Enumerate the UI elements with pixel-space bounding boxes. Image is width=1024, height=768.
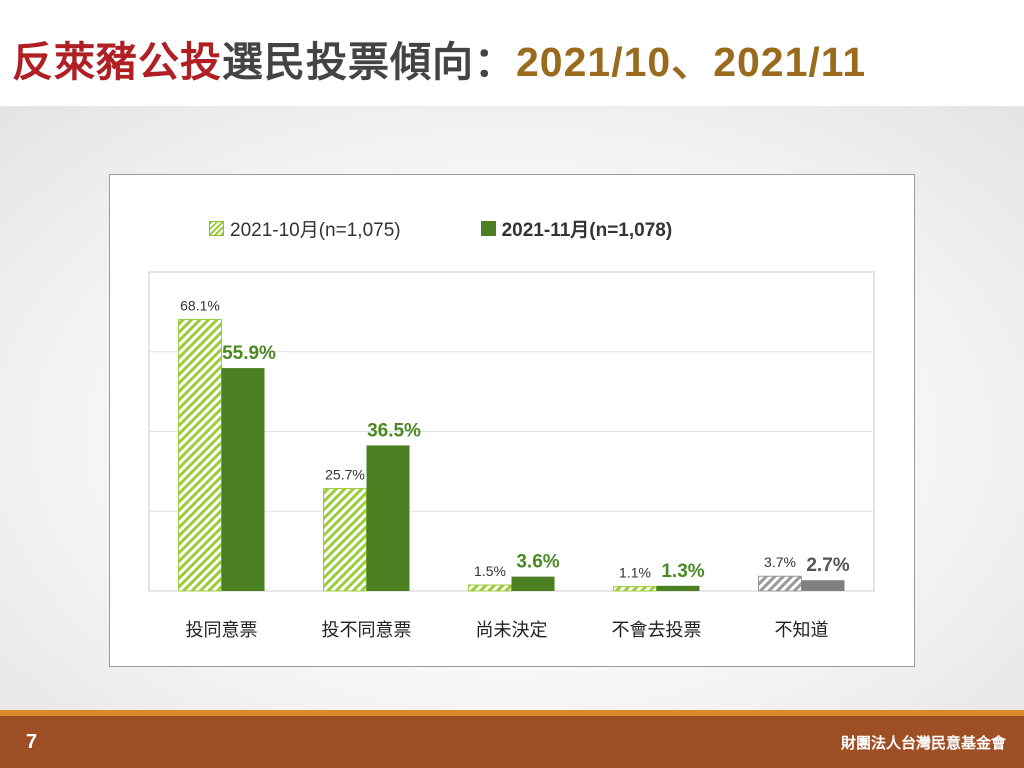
category-labels: 投同意票 投不同意票 尚未決定 不會去投票 不知道 [186,620,829,641]
bar-oct-2 [468,584,512,592]
slide-title: 反萊豬公投選民投票傾向：2021/10、2021/11 [12,28,866,92]
legend-label-nov: 2021-11月(n=1,078) [501,219,673,241]
bar-nov-1 [366,445,410,591]
legend-label-oct: 2021-10月(n=1,075) [230,219,401,241]
value-label-nov-2: 3.6% [516,552,559,573]
category-label-2: 尚未決定 [476,620,548,641]
bars [178,318,845,592]
footer-stripe [0,710,1024,716]
category-label-4: 不知道 [775,620,829,641]
legend-swatch-oct [209,220,224,236]
value-labels: 68.1% 55.9% 25.7% 36.5% 1.5% 3.6% 1.1% 1.3% 3.7%… [180,297,850,581]
value-label-oct-2: 1.5% [474,563,506,579]
value-label-nov-0: 55.9% [222,343,276,364]
value-label-oct-0: 68.1% [180,297,220,313]
bar-oct-3 [613,586,657,592]
category-label-1: 投不同意票 [322,620,412,641]
bar-nov-4 [801,580,845,591]
value-label-oct-3: 1.1% [619,565,651,581]
legend-item-oct: 2021-10月(n=1,075) [209,215,401,242]
chart-legend: 2021-10月(n=1,075) 2021-11月(n=1,078) [209,214,672,242]
bar-nov-2 [511,576,555,591]
bar-nov-0 [221,368,265,591]
title-topic: 反萊豬公投 [12,38,222,86]
legend-swatch-nov [480,220,496,236]
bar-nov-3 [656,585,700,591]
value-label-nov-3: 1.3% [661,561,704,582]
title-dates: 2021/10、2021/11 [516,39,867,85]
category-label-3: 不會去投票 [612,620,702,641]
organization-name: 財團法人台灣民意基金會 [840,734,1006,752]
value-label-oct-4: 3.7% [764,554,796,570]
value-label-nov-4: 2.7% [806,555,849,576]
value-label-oct-1: 25.7% [325,467,365,483]
page-number: 7 [26,731,38,753]
bar-oct-4 [758,575,802,592]
category-label-0: 投同意票 [186,620,258,641]
value-label-nov-1: 36.5% [367,420,421,441]
footer-bar [0,716,1024,768]
legend-item-nov: 2021-11月(n=1,078) [480,215,673,242]
bar-oct-0 [178,318,222,592]
title-subject: 選民投票傾向： [222,38,516,86]
bar-oct-1 [323,488,367,592]
